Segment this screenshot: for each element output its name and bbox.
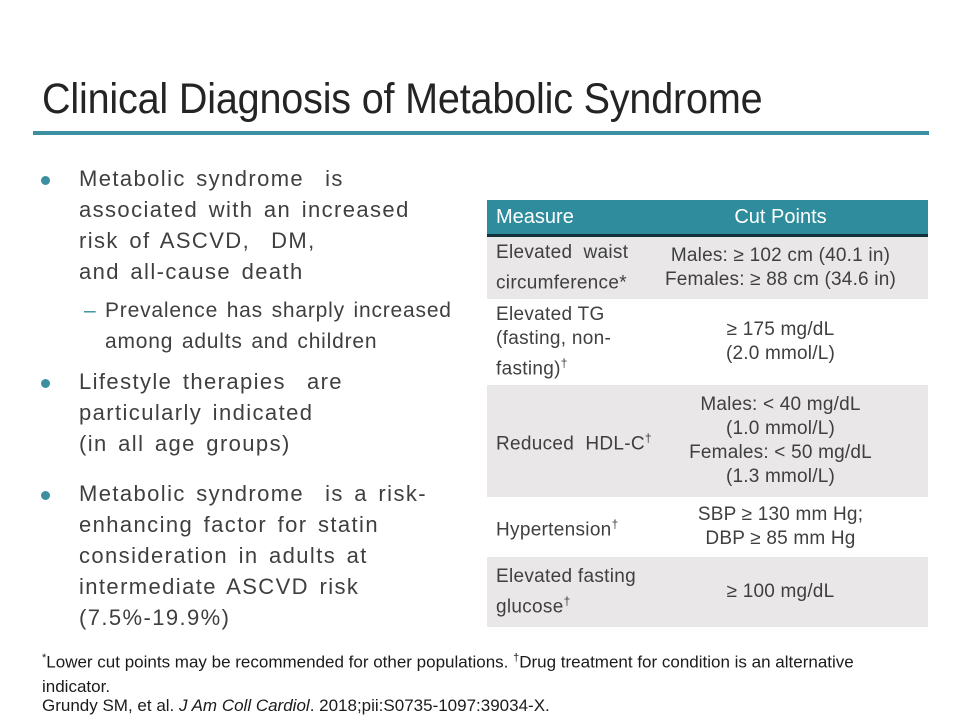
bullet-item-2: Lifestyle therapies are particularly ind… — [79, 369, 343, 456]
bullet-item-1: Metabolic syndrome is associated with an… — [79, 166, 410, 284]
measure-cell: Elevated TG (fasting, non- fasting)† — [496, 303, 612, 380]
footnote-text: *Lower cut points may be recommended for… — [42, 652, 854, 696]
table-row: Reduced HDL-C† Males: < 40 mg/dL (1.0 mm… — [487, 385, 928, 497]
table-row: Elevated TG (fasting, non- fasting)† ≥ 1… — [487, 299, 928, 385]
header-cut-points: Cut Points — [734, 205, 827, 228]
table-row: Elevated fasting glucose† ≥ 100 mg/dL — [487, 557, 928, 627]
cutpoints-table: Measure Cut Points Elevated waist circum… — [487, 200, 928, 627]
measure-cell: Elevated fasting glucose† — [496, 565, 636, 618]
dash-icon: – — [84, 299, 97, 322]
bullet-dot-icon — [41, 491, 50, 500]
cutpoint-cell: ≥ 100 mg/dL — [726, 581, 835, 602]
citation-text: Grundy SM, et al. J Am Coll Cardiol. 201… — [42, 696, 550, 715]
measure-cell: Reduced HDL-C† — [496, 430, 652, 455]
dagger-marker: † — [513, 652, 520, 664]
measure-cell: Hypertension† — [496, 516, 619, 541]
measure-cell: Elevated waist circumference* — [496, 241, 629, 294]
cutpoint-cell: ≥ 175 mg/dL (2.0 mmol/L) — [725, 319, 836, 364]
slide-title: Clinical Diagnosis of Metabolic Syndrome — [42, 75, 763, 123]
bullet-dot-icon — [41, 176, 50, 185]
table-row: Hypertension† SBP ≥ 130 mm Hg; DBP ≥ 85 … — [487, 497, 928, 557]
header-measure: Measure — [496, 205, 574, 228]
cutpoint-cell: Males: < 40 mg/dL (1.0 mmol/L) Females: … — [689, 394, 872, 487]
bullet-dot-icon — [41, 379, 50, 388]
table-header-row: Measure Cut Points — [487, 200, 928, 237]
title-underline — [33, 131, 929, 135]
journal-name: J Am Coll Cardiol — [179, 696, 310, 715]
sub-bullet-text: Prevalence has sharply increased among a… — [105, 299, 452, 353]
cutpoint-cell: Males: ≥ 102 cm (40.1 in) Females: ≥ 88 … — [664, 245, 897, 290]
table-row: Elevated waist circumference* Males: ≥ 1… — [487, 237, 928, 299]
sub-bullet-item: – Prevalence has sharply increased among… — [84, 295, 452, 357]
bullet-item-3: Metabolic syndrome is a risk- enhancing … — [79, 481, 427, 630]
cutpoint-cell: SBP ≥ 130 mm Hg; DBP ≥ 85 mm Hg — [697, 504, 864, 549]
asterisk-marker: * — [42, 652, 47, 664]
